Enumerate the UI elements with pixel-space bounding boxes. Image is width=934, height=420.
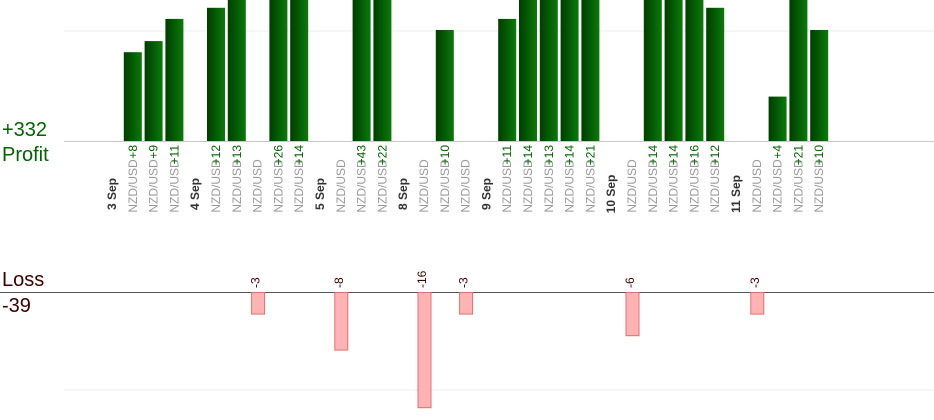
gain-value-label: +11 <box>167 145 181 165</box>
pair-label: NZD/USD <box>209 159 223 213</box>
gain-bar <box>789 0 808 142</box>
loss-label: Loss <box>2 269 45 291</box>
pair-label: NZD/USD <box>667 159 681 213</box>
pair-label: NZD/USD <box>251 159 265 213</box>
gain-bar <box>643 0 662 141</box>
date-label: 9 Sep <box>479 178 493 210</box>
gain-bar <box>144 41 163 141</box>
gain-bar <box>581 0 600 142</box>
gain-value-label: +14 <box>521 145 535 166</box>
gain-value-label: +10 <box>438 145 452 166</box>
pair-label: NZD/USD <box>230 159 244 213</box>
gain-value-label: +14 <box>292 145 306 166</box>
pair-label: NZD/USD <box>271 159 285 213</box>
gain-value-label: +14 <box>646 145 660 166</box>
gain-value-label: +22 <box>375 145 389 166</box>
loss-value-label: -16 <box>415 270 429 288</box>
gain-bar <box>810 30 829 141</box>
gain-value-label: +9 <box>147 145 161 159</box>
gain-bar <box>227 0 246 142</box>
pair-label: NZD/USD <box>355 159 369 213</box>
loss-bar <box>459 292 474 315</box>
loss-bar <box>251 292 266 315</box>
gain-bar <box>352 0 371 141</box>
gain-bar <box>373 0 392 141</box>
pair-label: NZD/USD <box>167 159 181 213</box>
loss-value-label: -3 <box>249 277 263 288</box>
gain-value-label: +11 <box>500 145 514 165</box>
loss-total: -39 <box>2 295 31 317</box>
pair-label: NZD/USD <box>126 159 140 213</box>
pair-label: NZD/USD <box>500 159 514 213</box>
loss-bar <box>625 292 640 337</box>
pair-label: NZD/USD <box>708 159 722 213</box>
pair-label: NZD/USD <box>542 159 556 213</box>
profit-label: Profit <box>2 144 49 166</box>
bars <box>123 0 829 409</box>
pair-label: NZD/USD <box>417 159 431 213</box>
gain-value-label: +26 <box>271 145 285 166</box>
gain-bar <box>123 52 142 142</box>
gain-value-label: +4 <box>771 145 785 159</box>
gain-bar <box>560 0 579 141</box>
loss-bar <box>334 292 349 351</box>
gain-value-label: +8 <box>126 145 140 159</box>
gain-bar <box>165 18 184 141</box>
date-label: 10 Sep <box>604 175 618 214</box>
pair-label: NZD/USD <box>438 159 452 213</box>
pair-label: NZD/USD <box>583 159 597 213</box>
gain-value-label: +13 <box>230 145 244 166</box>
gain-value-label: +14 <box>667 145 681 166</box>
loss-value-label: -3 <box>457 277 471 288</box>
pair-label: NZD/USD <box>646 159 660 213</box>
pair-label: NZD/USD <box>375 159 389 213</box>
gain-value-label: +14 <box>563 145 577 166</box>
gain-bar <box>435 30 454 141</box>
gain-bar <box>269 0 288 141</box>
pair-label: NZD/USD <box>459 159 473 213</box>
date-label: 8 Sep <box>396 178 410 210</box>
pair-label: NZD/USD <box>791 159 805 213</box>
loss-bar <box>750 292 765 315</box>
gain-value-label: +43 <box>355 145 369 166</box>
date-label: 11 Sep <box>729 175 743 213</box>
pair-label: NZD/USD <box>292 159 306 213</box>
gain-bar <box>519 0 537 141</box>
gain-value-label: +13 <box>542 145 556 166</box>
loss-value-label: -6 <box>623 277 637 288</box>
gain-value-label: +21 <box>583 145 597 166</box>
loss-bar <box>417 292 432 409</box>
profit-total: +332 <box>2 119 48 141</box>
gain-bar <box>685 0 704 142</box>
gain-bar <box>498 18 517 141</box>
gain-value-label: +12 <box>708 145 722 166</box>
gain-value-label: +21 <box>791 145 805 166</box>
loss-value-label: -3 <box>748 277 762 288</box>
pair-label: NZD/USD <box>521 159 535 213</box>
date-label: 5 Sep <box>313 178 327 210</box>
date-label: 3 Sep <box>105 178 119 210</box>
pair-label: NZD/USD <box>625 159 639 213</box>
pair-label: NZD/USD <box>563 159 577 213</box>
pair-label: NZD/USD <box>771 159 785 213</box>
pair-label: NZD/USD <box>687 159 701 213</box>
gain-bar <box>290 0 309 141</box>
gain-bar <box>664 0 683 141</box>
pair-label: NZD/USD <box>812 159 826 213</box>
gain-bar <box>539 0 558 142</box>
pair-label: NZD/USD <box>334 159 348 213</box>
gain-value-label: +16 <box>687 145 701 166</box>
gain-bar <box>768 96 787 141</box>
pair-label: NZD/USD <box>147 159 161 213</box>
pair-label: NZD/USD <box>750 159 764 213</box>
gain-value-label: +10 <box>812 145 826 166</box>
gain-value-label: +12 <box>209 145 223 166</box>
gain-bar <box>706 7 725 141</box>
loss-value-label: -8 <box>332 277 346 288</box>
date-label: 4 Sep <box>188 178 202 210</box>
gain-bar <box>207 7 225 141</box>
